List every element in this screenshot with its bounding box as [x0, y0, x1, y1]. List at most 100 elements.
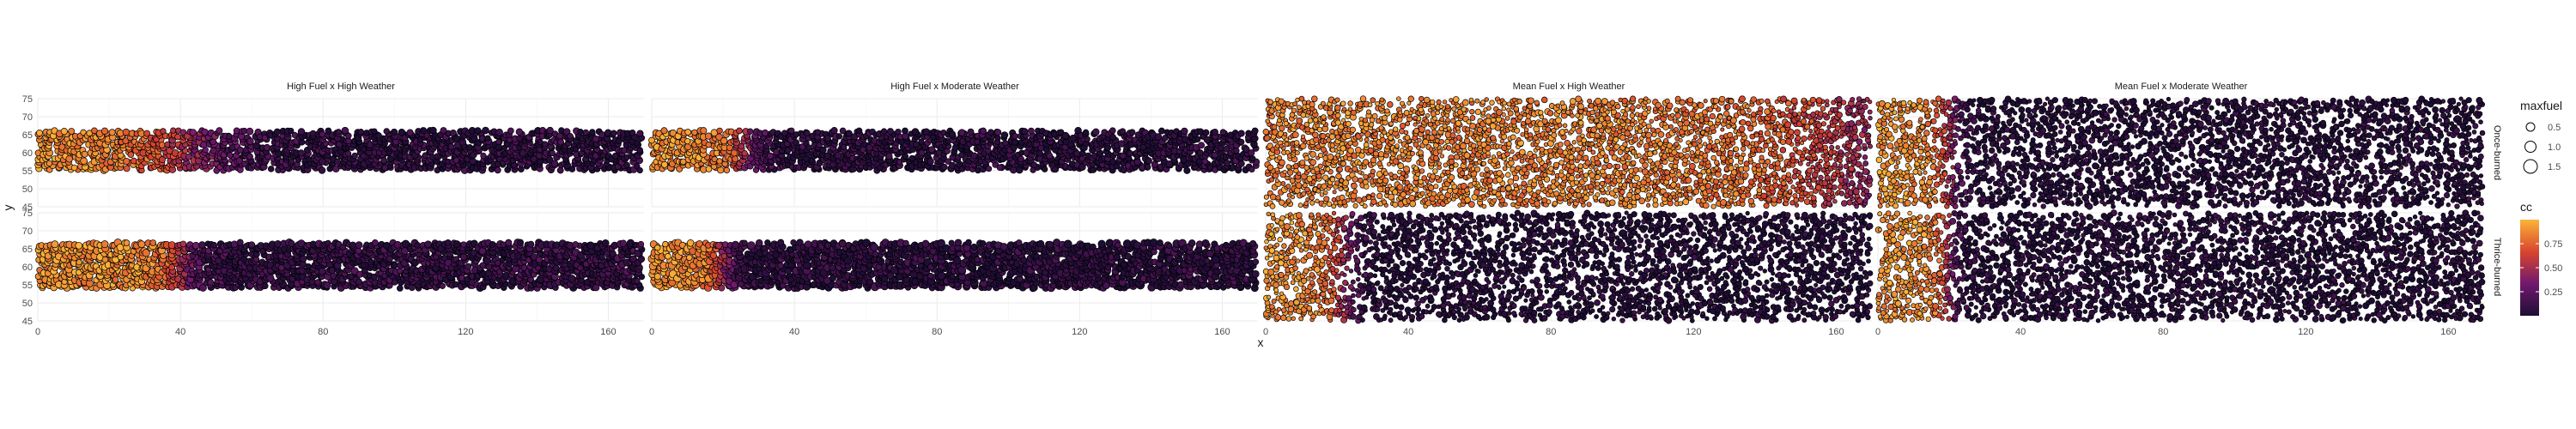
data-point	[70, 164, 78, 172]
data-point	[236, 239, 244, 246]
data-point	[636, 130, 644, 137]
data-point	[122, 128, 131, 136]
data-point	[1000, 131, 1009, 139]
data-point	[1061, 131, 1070, 140]
data-point	[855, 127, 863, 135]
data-point	[201, 128, 209, 136]
data-point	[957, 129, 966, 136]
data-point	[68, 128, 76, 135]
data-point	[835, 152, 842, 160]
data-point	[619, 239, 627, 247]
data-point	[720, 252, 727, 260]
data-point	[577, 129, 584, 136]
data-point	[494, 166, 501, 174]
data-point	[1219, 129, 1227, 136]
data-point	[266, 274, 275, 282]
data-point	[355, 278, 362, 286]
data-point	[967, 128, 975, 136]
data-point	[835, 133, 843, 140]
data-point	[380, 157, 388, 165]
data-point	[629, 130, 636, 136]
point-layer	[34, 126, 646, 174]
data-point	[1119, 128, 1127, 136]
data-point	[1154, 133, 1163, 141]
data-point	[123, 157, 131, 166]
data-point	[216, 127, 223, 135]
data-point	[65, 155, 73, 163]
data-point	[755, 239, 763, 247]
data-point	[1249, 155, 1256, 162]
data-point	[108, 129, 116, 136]
data-point	[686, 254, 693, 261]
data-point	[439, 282, 446, 289]
data-point	[1027, 127, 1035, 135]
data-point	[484, 135, 491, 142]
data-point	[391, 128, 398, 136]
data-point	[700, 127, 708, 135]
data-point	[515, 128, 523, 136]
data-point	[592, 135, 600, 142]
data-point	[174, 133, 181, 141]
data-point	[636, 166, 643, 174]
data-point	[297, 128, 306, 136]
data-point	[660, 127, 668, 135]
data-point	[123, 165, 131, 172]
data-point	[552, 264, 560, 272]
data-point	[1238, 160, 1245, 167]
data-point	[210, 147, 217, 154]
data-point	[1002, 140, 1009, 147]
data-point	[1212, 128, 1218, 136]
data-point	[179, 240, 187, 248]
data-point	[117, 253, 125, 261]
data-point	[198, 241, 206, 249]
data-point	[101, 256, 109, 263]
data-point	[137, 240, 146, 249]
data-point	[732, 155, 739, 163]
data-point	[60, 128, 68, 136]
data-point	[665, 252, 671, 260]
data-point	[227, 152, 234, 159]
data-point	[314, 279, 321, 286]
data-point	[586, 241, 595, 250]
data-point	[1109, 134, 1117, 141]
data-point	[1030, 161, 1038, 168]
data-point	[444, 239, 452, 246]
data-point	[793, 139, 800, 146]
data-point	[777, 262, 785, 269]
data-point	[589, 129, 596, 136]
data-point	[371, 128, 378, 135]
data-point	[51, 240, 59, 249]
data-point	[160, 128, 167, 135]
data-point	[375, 132, 382, 139]
data-point	[1237, 130, 1245, 137]
data-point	[819, 146, 827, 154]
panels-layer	[34, 95, 2486, 324]
data-point	[1233, 147, 1240, 154]
data-point	[158, 142, 166, 148]
data-point	[716, 158, 723, 165]
data-point	[149, 239, 157, 246]
data-point	[1092, 128, 1100, 136]
data-point	[468, 279, 476, 286]
data-point	[922, 128, 930, 136]
data-point	[885, 153, 893, 160]
data-point	[507, 127, 514, 135]
data-point	[100, 127, 109, 135]
data-point	[112, 276, 119, 283]
data-point	[274, 239, 282, 248]
data-point	[684, 129, 692, 136]
data-point	[705, 166, 713, 172]
data-point	[335, 129, 342, 136]
data-point	[357, 129, 364, 136]
data-point	[480, 152, 487, 160]
data-point	[542, 141, 549, 148]
data-point	[349, 241, 357, 249]
data-point	[482, 126, 489, 135]
data-point	[127, 151, 135, 159]
data-point	[634, 277, 641, 285]
data-point	[453, 240, 461, 249]
data-point	[1128, 129, 1136, 136]
data-point	[902, 127, 908, 135]
data-point	[994, 129, 1002, 136]
data-point	[465, 263, 472, 270]
